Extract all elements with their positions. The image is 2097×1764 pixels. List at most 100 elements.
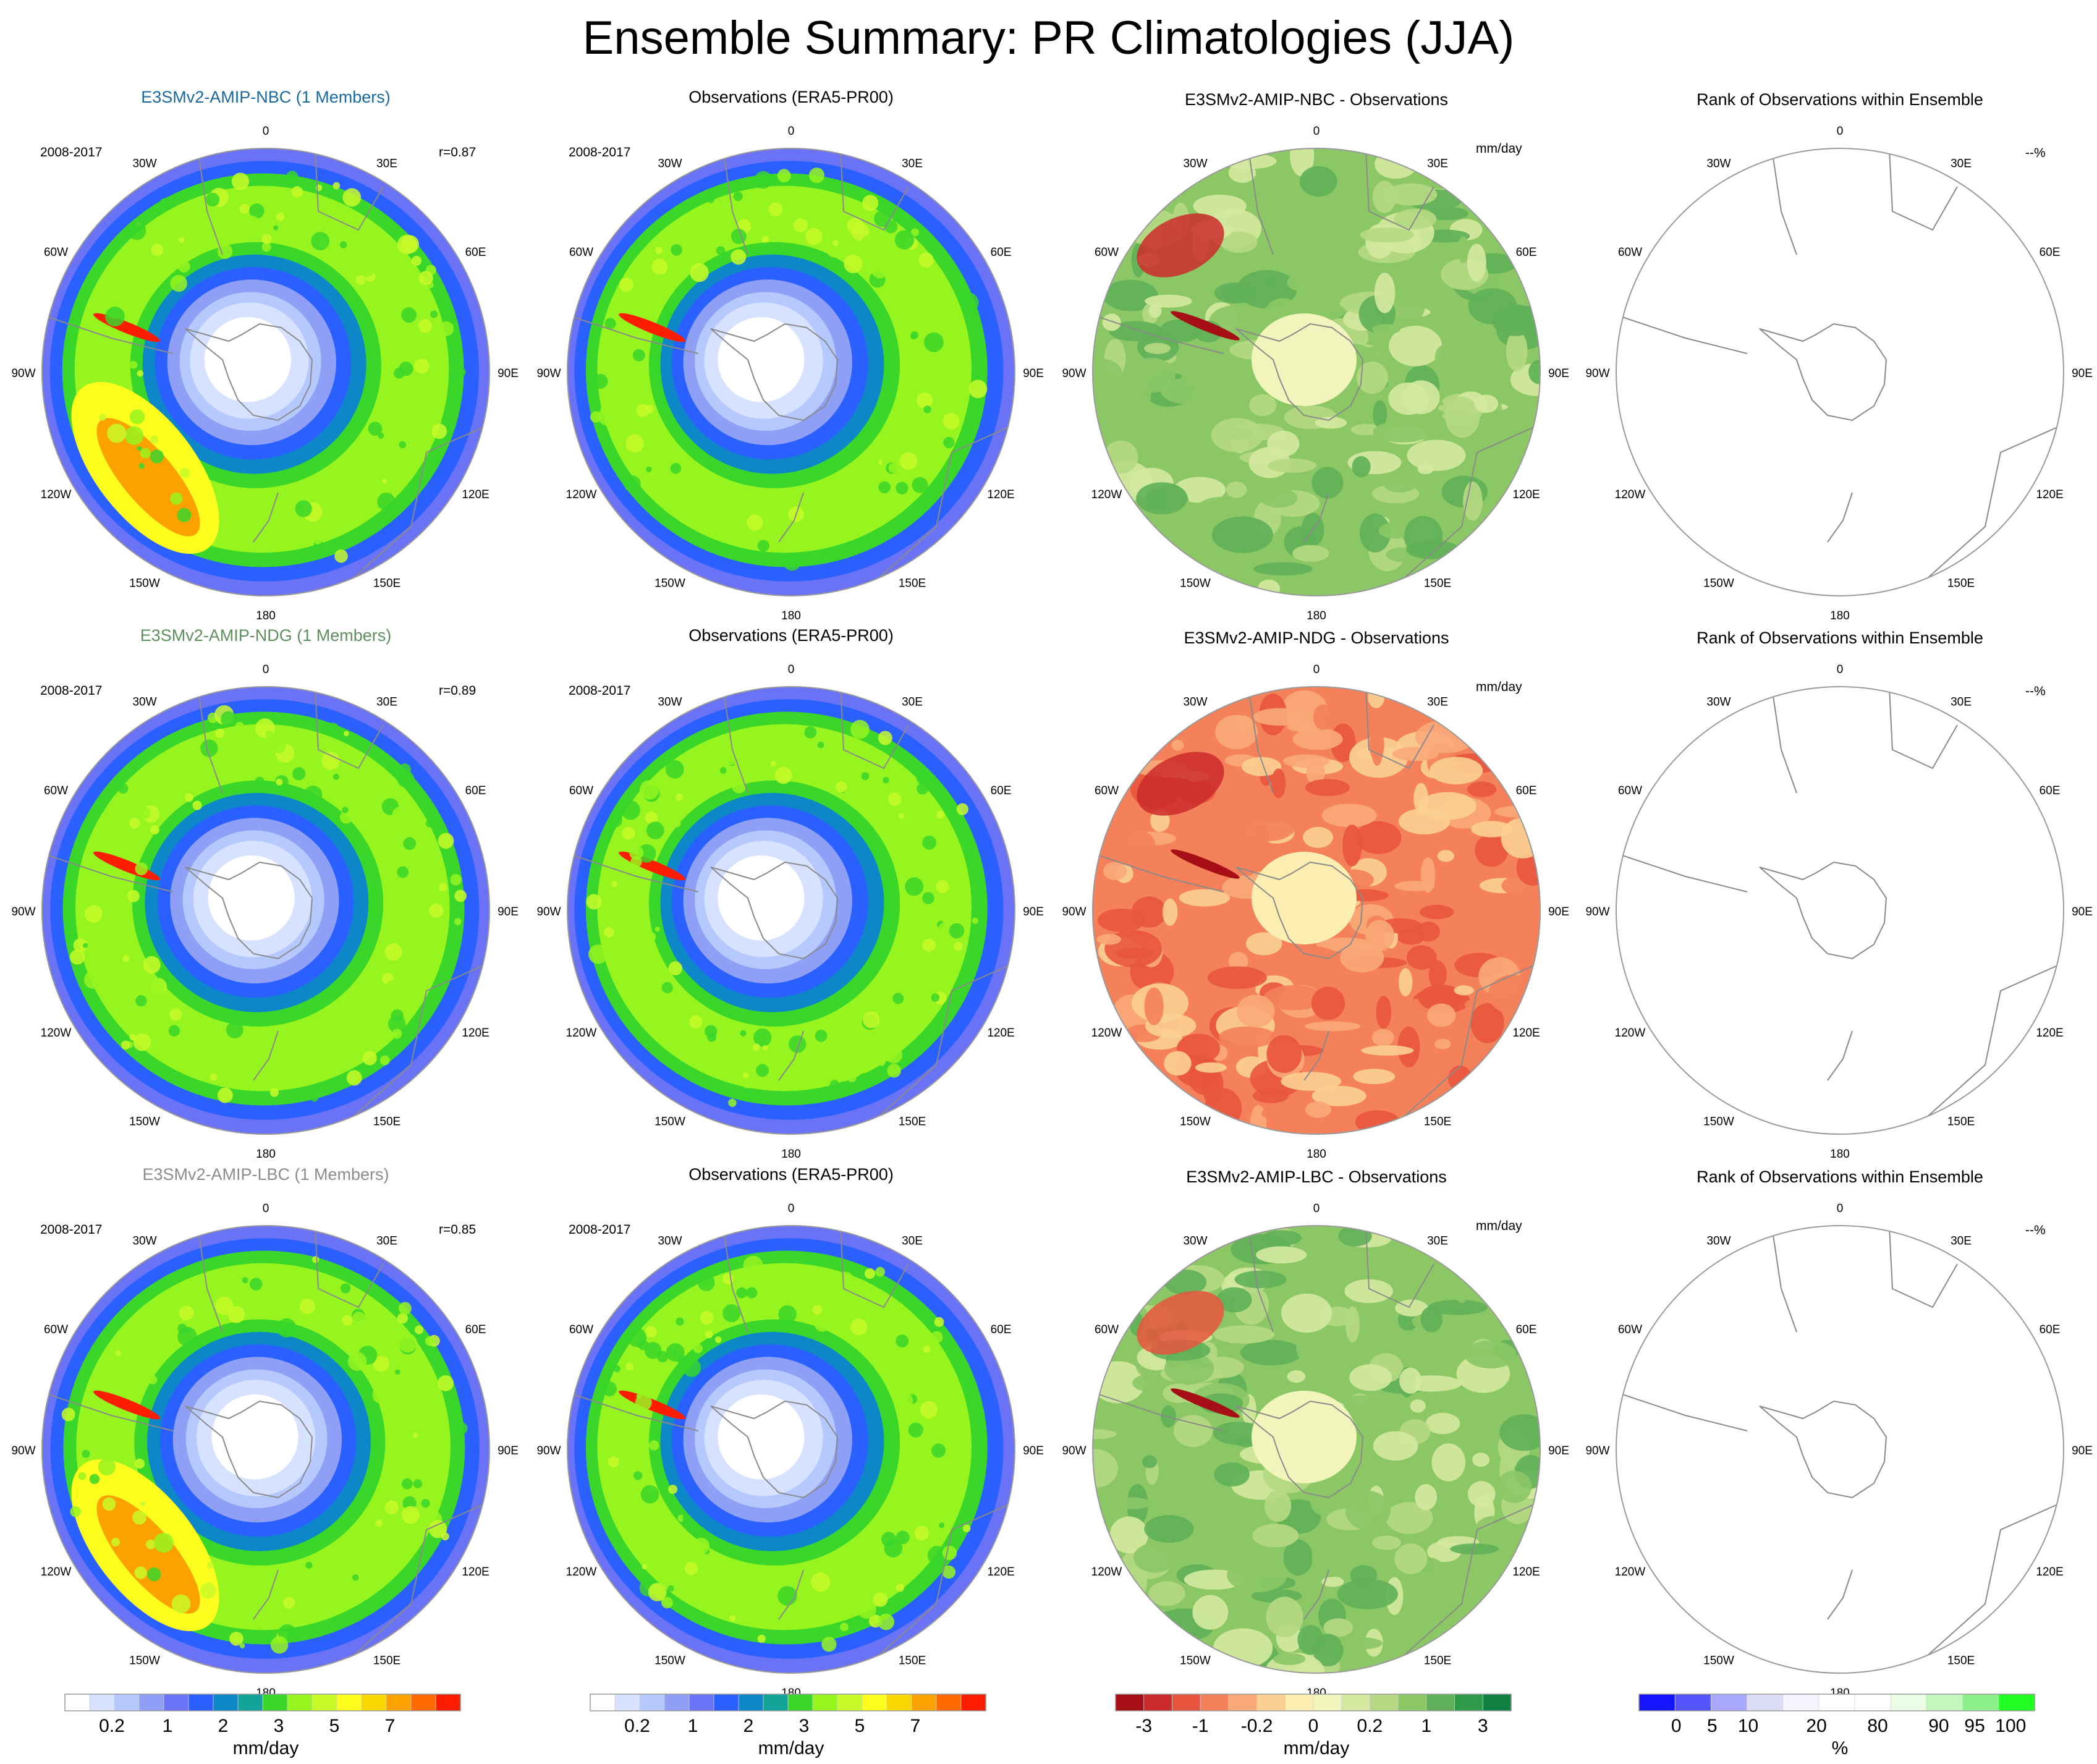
precip-patch [829, 1080, 840, 1090]
map-field [42, 1226, 489, 1673]
precip-patch [586, 894, 602, 910]
precip-patch [731, 229, 747, 244]
precip-patch [619, 278, 633, 292]
precip-patch [732, 779, 747, 794]
coastline-antarctica [1759, 1400, 1887, 1499]
longitude-label: 180 [1830, 609, 1850, 622]
coastline-antarctica [710, 1400, 839, 1499]
precip-patch [789, 1035, 807, 1053]
longitude-label: 60W [569, 246, 593, 259]
panel-title: E3SMv2-AMIP-NBC (1 Members) [141, 88, 391, 106]
precip-patch [695, 512, 714, 531]
longitude-label: 180 [256, 1148, 276, 1161]
orographic-max [619, 313, 685, 342]
precip-patch [150, 449, 164, 464]
precip-patch [884, 1539, 903, 1558]
precip-patch [879, 1045, 896, 1061]
diff-patch [1383, 473, 1418, 493]
diff-patch [1450, 1543, 1499, 1555]
precip-patch [883, 776, 889, 784]
colorbar-swatch [837, 1694, 863, 1711]
colorbar-swatch [1638, 1694, 1676, 1711]
precip-patch [905, 877, 924, 896]
correlation-label: r=0.85 [439, 1223, 476, 1237]
precip-patch [754, 171, 773, 189]
longitude-label: 60E [991, 1323, 1012, 1336]
longitude-label: 90W [536, 1444, 561, 1457]
coastline-africa-west [1248, 149, 1274, 255]
precip-patch [352, 1312, 366, 1325]
diff-patch [1315, 417, 1347, 429]
precip-patch [247, 507, 256, 516]
precip-patch [135, 862, 148, 875]
precip-patch [753, 1028, 772, 1047]
coastline-africa [1365, 149, 1434, 231]
diff-patch [1457, 236, 1470, 263]
precip-patch [106, 247, 114, 255]
colorbar-swatch [639, 1694, 665, 1711]
diff-patch [1402, 380, 1440, 414]
precip-patch [155, 1315, 164, 1325]
longitude-label: 0 [788, 125, 795, 138]
precip-patch [178, 237, 185, 244]
diff-patch [1355, 821, 1402, 854]
precip-patch [148, 1375, 158, 1384]
precip-patch [700, 1310, 714, 1325]
precip-patch [333, 773, 339, 780]
precip-patch [705, 1330, 713, 1339]
longitude-label: 30E [1427, 1235, 1448, 1248]
colorbar-tick-label: 0 [1671, 1716, 1682, 1736]
precip-patch [910, 439, 925, 454]
precip-patch [425, 416, 434, 425]
diff-patch [1384, 183, 1438, 206]
panel-title: E3SMv2-AMIP-NBC - Observations [1185, 90, 1448, 109]
precip-patch [456, 367, 466, 377]
precip-patch [949, 923, 965, 939]
precip-patch [395, 1369, 400, 1375]
diff-patch [1360, 227, 1415, 243]
precip-patch [759, 204, 768, 213]
colorbar-tick-label: -3 [1135, 1716, 1152, 1736]
colorbar-swatch [1674, 1694, 1712, 1711]
longitude-label: 60W [1618, 246, 1642, 259]
longitude-label: 150W [129, 1655, 160, 1668]
colorbar-swatch [1256, 1694, 1286, 1711]
precip-patch [939, 478, 949, 488]
precip-patch [627, 1328, 647, 1347]
map-boundary [1092, 1225, 1541, 1674]
colorbar-tick-label: 0.2 [1357, 1716, 1383, 1736]
colorbar-swatch [1998, 1694, 2036, 1711]
colorbar-frame [64, 1694, 461, 1711]
precip-patch [151, 244, 164, 257]
precip-patch [793, 218, 808, 232]
longitude-label: 120W [1615, 488, 1646, 501]
precip-patch [311, 232, 330, 251]
coastline-south-america [42, 851, 174, 893]
precip-patch [857, 471, 869, 483]
longitude-label: 90W [1585, 1444, 1609, 1457]
precip-patch [116, 784, 123, 791]
diff-patch [1372, 1535, 1401, 1550]
precip-patch [930, 460, 942, 472]
panel-title: Rank of Observations within Ensemble [1697, 90, 1983, 109]
precip-patch [942, 1565, 956, 1579]
diff-patch [1273, 1653, 1306, 1665]
precip-patch [608, 1456, 620, 1468]
precip-patch [402, 1506, 420, 1524]
precip-patch [143, 956, 161, 974]
precip-patch [397, 234, 417, 255]
units-label: mm/day [1476, 1219, 1522, 1233]
panel-title: E3SMv2-AMIP-LBC - Observations [1186, 1168, 1447, 1186]
diff-patch [1448, 1065, 1472, 1092]
precip-patch [743, 1255, 763, 1276]
longitude-label: 60E [991, 784, 1012, 797]
precip-patch [150, 435, 159, 444]
model-colorbar: 0.2 1 2 3 5 7 mm/day [64, 1694, 461, 1758]
precip-patch [367, 298, 378, 308]
precip-patch [931, 1331, 943, 1344]
diff-patch [1392, 747, 1439, 761]
diff-patch [1260, 488, 1298, 508]
longitude-label: 30E [1951, 158, 1972, 171]
precip-patch [588, 944, 608, 964]
diff-patch [1303, 826, 1333, 848]
